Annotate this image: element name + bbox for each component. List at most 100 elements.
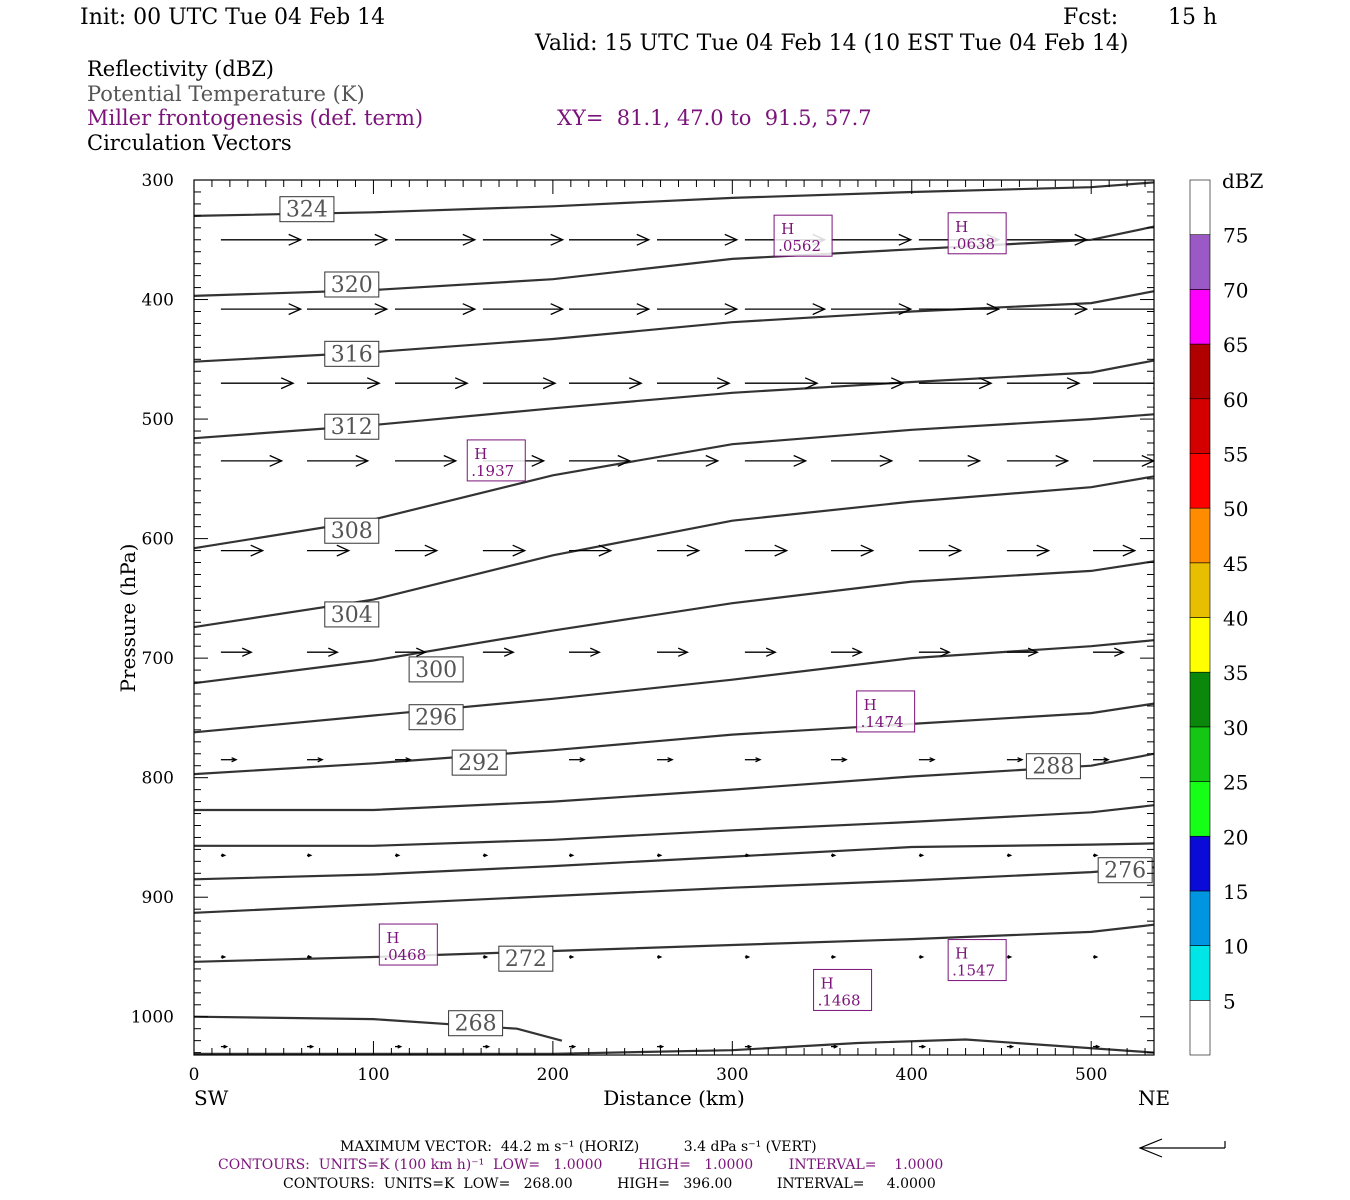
circulation-vector-head xyxy=(948,544,963,557)
field-vectors: Circulation Vectors xyxy=(87,131,292,155)
colorbar-bin xyxy=(1189,453,1211,509)
theta-label: 268 xyxy=(455,1012,497,1037)
circulation-vector-head xyxy=(1007,853,1013,858)
circulation-vector-head xyxy=(755,757,762,763)
circulation-vector-head xyxy=(1114,647,1125,657)
circulation-vector-head xyxy=(1122,544,1137,557)
x-tick-label: 200 xyxy=(537,1065,569,1085)
theta-label: 296 xyxy=(415,706,457,731)
circulation-vector-head xyxy=(1093,955,1099,959)
circulation-vector-head xyxy=(879,454,894,467)
y-tick-label: 400 xyxy=(142,291,174,311)
y-tick-label: 700 xyxy=(142,649,174,669)
maximum-vector-note: MAXIMUM VECTOR: 44.2 m s⁻¹ (HORIZ) 3.4 d… xyxy=(340,1139,817,1155)
x-tick-label: 300 xyxy=(716,1065,748,1085)
circulation-vector-head xyxy=(724,303,739,316)
circulation-vector-head xyxy=(416,647,427,657)
theta-contour-line xyxy=(194,560,1154,685)
theta-contour-line xyxy=(194,842,1154,881)
theta-label: 272 xyxy=(505,947,547,972)
circulation-vector-head xyxy=(250,544,265,557)
circulation-vector-head xyxy=(1055,454,1070,467)
circulation-vector-head xyxy=(231,757,238,763)
frontogenesis-contour-note: CONTOURS: UNITS=K (100 km h)⁻¹ LOW= 1.00… xyxy=(218,1157,944,1173)
frontogenesis-max-box xyxy=(773,214,833,257)
theta-label-box xyxy=(408,656,464,683)
frontogenesis-max-marker: H xyxy=(781,220,794,238)
circulation-vector-head xyxy=(374,233,389,246)
circulation-vector-head xyxy=(336,544,351,557)
theta-label-box xyxy=(1025,753,1081,780)
circulation-vector-head xyxy=(929,757,936,763)
endpoint-left-label: SW xyxy=(194,1086,229,1110)
valid-time: Valid: 15 UTC Tue 04 Feb 14 (10 EST Tue … xyxy=(535,31,1129,56)
theta-label-box xyxy=(448,1010,504,1037)
theta-label-box xyxy=(1097,857,1153,884)
circulation-vector-head xyxy=(424,544,439,557)
theta-label-box xyxy=(324,601,380,628)
y-tick-label: 500 xyxy=(142,410,174,430)
forecast-hour: 15 h xyxy=(1168,5,1218,30)
reflectivity-colorbar: 5 10 15 20 25 30 35 40 45 50 55 60 65 70 75 dBZ xyxy=(1189,169,1264,1056)
frontogenesis-max-box xyxy=(947,939,1007,982)
theta-contour-line xyxy=(194,866,1154,914)
frontogenesis-max-value: .1937 xyxy=(471,462,514,480)
frontogenesis-max-box xyxy=(466,439,526,482)
colorbar-level-label: 45 xyxy=(1223,552,1248,576)
colorbar-level-label: 30 xyxy=(1223,716,1248,740)
colorbar-level-label: 20 xyxy=(1223,825,1248,849)
circulation-vector-head xyxy=(919,853,925,858)
field-frontogenesis: Miller frontogenesis (def. term) xyxy=(87,106,424,130)
circulation-vector-head xyxy=(765,647,777,657)
theta-contour-line xyxy=(194,923,1154,963)
colorbar-level-label: 65 xyxy=(1223,333,1248,357)
circulation-vector-head xyxy=(1036,544,1051,557)
colorbar-level-label: 15 xyxy=(1223,880,1248,904)
init-time: Init: 00 UTC Tue 04 Feb 14 xyxy=(80,5,386,30)
circulation-vector-head xyxy=(221,955,227,959)
theta-contour-line xyxy=(194,804,1154,847)
circulation-vector-head xyxy=(831,853,837,858)
colorbar-level-label: 55 xyxy=(1223,442,1248,466)
circulation-vector-head xyxy=(1103,757,1110,763)
circulation-vector-head xyxy=(550,303,565,316)
theta-label-box xyxy=(451,749,507,776)
circulation-vector-head xyxy=(1007,955,1013,959)
circulation-vector-head xyxy=(317,757,324,763)
circulation-vector-head xyxy=(1093,853,1099,858)
colorbar-bin xyxy=(1189,835,1211,892)
theta-label-box xyxy=(324,413,380,440)
colorbar-bin xyxy=(1189,781,1211,837)
circulation-vector-head xyxy=(1095,1044,1101,1049)
circulation-vector-head xyxy=(831,955,837,959)
circulation-vector-head xyxy=(898,233,913,246)
circulation-vector-head xyxy=(745,853,751,858)
y-tick-label: 300 xyxy=(142,171,174,191)
cross-section-endpoints: XY= 81.1, 47.0 to 91.5, 57.7 xyxy=(557,106,872,130)
circulation-vector-head xyxy=(1152,377,1154,390)
circulation-vector-head xyxy=(1017,757,1024,763)
axis-text: 0 100 200 300 400 500 300 400 500 600 700 800 900 100… xyxy=(116,171,1170,1110)
circulation-vector-head xyxy=(793,454,808,467)
frontogenesis-max-marker: H xyxy=(821,974,834,992)
colorbar-level-label: 35 xyxy=(1223,661,1248,685)
theta-label-box xyxy=(324,517,380,544)
circulation-vector-head xyxy=(833,1044,839,1049)
theta-contour-line xyxy=(194,639,1154,734)
circulation-vector-head xyxy=(590,647,601,657)
frontogenesis-max-marker: H xyxy=(474,445,487,463)
circulation-vector-head xyxy=(280,377,295,390)
theta-label: 300 xyxy=(415,658,457,683)
circulation-vector-head xyxy=(921,1044,927,1049)
colorbar-level-label: 50 xyxy=(1223,497,1248,521)
circulation-vector-head xyxy=(512,544,527,557)
circulation-vector-head xyxy=(804,377,819,390)
circulation-vector-head xyxy=(986,303,1001,316)
frontogenesis-max-value: .0562 xyxy=(778,237,821,255)
circulation-vector-head xyxy=(598,544,613,557)
theta-label: 308 xyxy=(331,519,373,544)
y-tick-label: 1000 xyxy=(131,1008,174,1028)
